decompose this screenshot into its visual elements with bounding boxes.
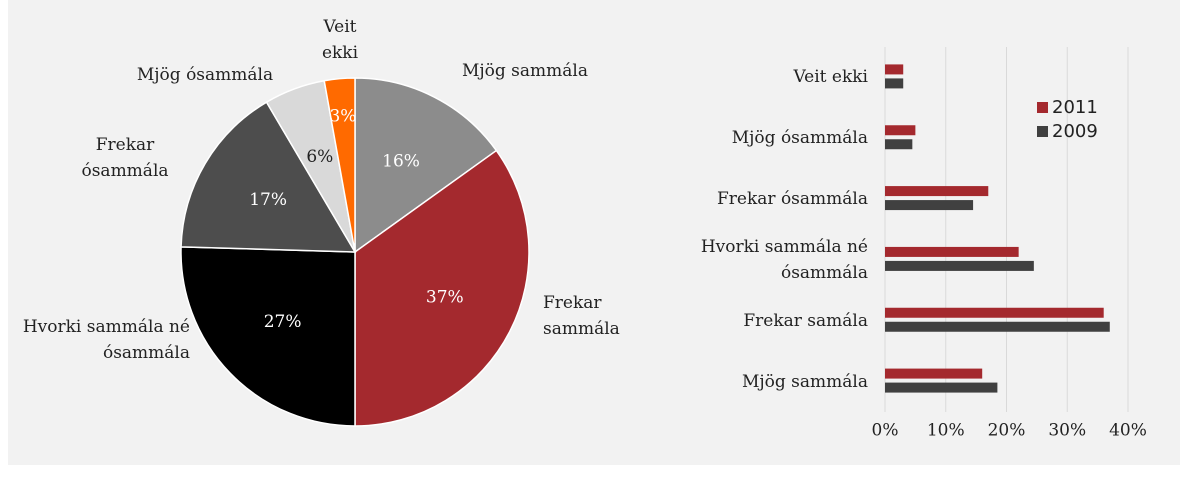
category-label: Veit ekki	[321, 17, 359, 63]
category-label: Mjög ósammála	[731, 128, 868, 149]
legend-label: 2011	[1052, 97, 1098, 118]
category-label: Mjög ósammála	[136, 65, 274, 85]
x-tick-label: 10%	[927, 421, 965, 441]
category-label: Hvorki sammála né ósammála	[700, 236, 868, 283]
legend-swatch	[1037, 102, 1048, 113]
category-label: Mjög sammála	[461, 61, 588, 81]
slice-label: 6%	[306, 147, 333, 167]
legend-swatch	[1037, 126, 1048, 137]
category-label: Frekar sammála	[543, 293, 620, 339]
bar	[885, 260, 1034, 271]
slice-label: 27%	[264, 312, 302, 332]
x-tick-label: 30%	[1048, 421, 1086, 441]
bar	[885, 64, 904, 75]
slice-label: 17%	[249, 190, 287, 210]
x-tick-label: 40%	[1109, 421, 1147, 441]
pie-slice	[180, 246, 356, 427]
bar	[885, 382, 998, 393]
pie-slice	[180, 101, 357, 253]
x-tick-label: 0%	[872, 421, 899, 441]
bar	[885, 139, 913, 150]
bar	[885, 246, 1019, 257]
category-label: Frekar ósammála	[717, 189, 868, 210]
slice-label: 37%	[426, 288, 464, 308]
bar	[885, 307, 1104, 318]
category-label: Veit ekki	[793, 67, 868, 88]
bar	[885, 321, 1110, 332]
bar	[885, 186, 989, 197]
pie-slice	[323, 77, 356, 253]
pie-slice	[354, 149, 530, 427]
x-tick-label: 20%	[988, 421, 1026, 441]
pie-slice	[354, 77, 498, 254]
category-label: Mjög sammála	[741, 371, 868, 392]
category-label: Frekar samála	[743, 310, 868, 331]
legend-label: 2009	[1052, 121, 1098, 142]
category-label: Hvorki sammála né ósammála	[22, 317, 190, 363]
bar	[885, 200, 974, 211]
category-label: Frekar ósammála	[81, 135, 169, 181]
slice-label: 3%	[329, 106, 356, 126]
bar	[885, 368, 983, 379]
bar	[885, 125, 916, 136]
slice-label: 16%	[382, 152, 420, 172]
bar	[885, 78, 904, 89]
